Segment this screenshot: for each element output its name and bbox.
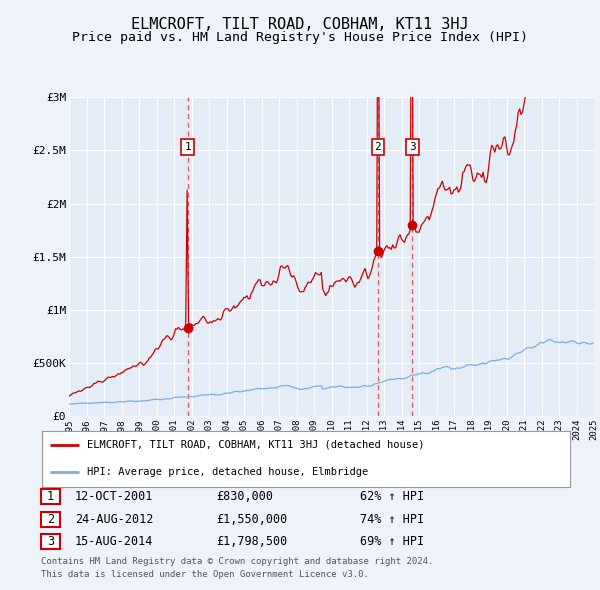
Text: 1: 1 [184,142,191,152]
Text: 3: 3 [409,142,416,152]
Text: This data is licensed under the Open Government Licence v3.0.: This data is licensed under the Open Gov… [41,571,368,579]
Text: Price paid vs. HM Land Registry's House Price Index (HPI): Price paid vs. HM Land Registry's House … [72,31,528,44]
Text: HPI: Average price, detached house, Elmbridge: HPI: Average price, detached house, Elmb… [87,467,368,477]
Text: 24-AUG-2012: 24-AUG-2012 [75,513,154,526]
Text: 2: 2 [374,142,381,152]
Text: 12-OCT-2001: 12-OCT-2001 [75,490,154,503]
Text: ELMCROFT, TILT ROAD, COBHAM, KT11 3HJ (detached house): ELMCROFT, TILT ROAD, COBHAM, KT11 3HJ (d… [87,440,424,450]
Text: 74% ↑ HPI: 74% ↑ HPI [360,513,424,526]
Text: Contains HM Land Registry data © Crown copyright and database right 2024.: Contains HM Land Registry data © Crown c… [41,558,433,566]
Text: ELMCROFT, TILT ROAD, COBHAM, KT11 3HJ: ELMCROFT, TILT ROAD, COBHAM, KT11 3HJ [131,17,469,31]
Text: 62% ↑ HPI: 62% ↑ HPI [360,490,424,503]
Text: 2: 2 [47,513,54,526]
Text: £830,000: £830,000 [216,490,273,503]
Text: 1: 1 [47,490,54,503]
Text: 3: 3 [47,535,54,548]
Text: £1,798,500: £1,798,500 [216,535,287,548]
Text: £1,550,000: £1,550,000 [216,513,287,526]
Text: 69% ↑ HPI: 69% ↑ HPI [360,535,424,548]
Text: 15-AUG-2014: 15-AUG-2014 [75,535,154,548]
